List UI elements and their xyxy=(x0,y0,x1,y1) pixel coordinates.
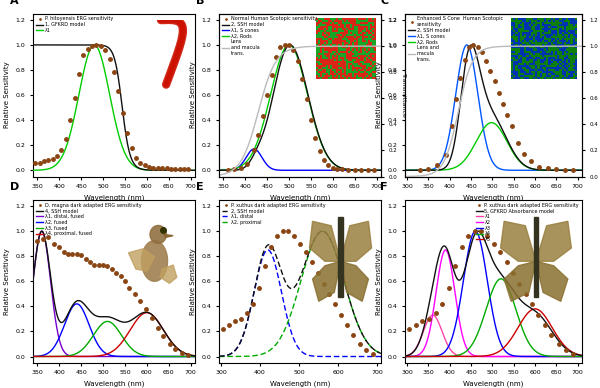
X-axis label: Wavelength (nm): Wavelength (nm) xyxy=(463,381,524,388)
Text: D: D xyxy=(10,182,20,192)
Y-axis label: Relative Sensitivity: Relative Sensitivity xyxy=(4,248,10,315)
Legend: P. xuthus dark adapted ERG sensitivity, 5, GFKRD Absorbance model, λ1, λ2, λ3, λ: P. xuthus dark adapted ERG sensitivity, … xyxy=(475,202,580,242)
Text: B: B xyxy=(196,0,205,6)
Legend: Enhanced S Cone  Human Scotopic
sensitivity, 2, SSH model, λ1, S cones, λ2, Rods: Enhanced S Cone Human Scotopic sensitivi… xyxy=(407,16,503,62)
Y-axis label: Relative Sensitivity: Relative Sensitivity xyxy=(4,62,10,128)
X-axis label: Wavelength (nm): Wavelength (nm) xyxy=(84,381,144,388)
Y-axis label: Relative Sensitivity: Relative Sensitivity xyxy=(190,248,196,315)
Y-axis label: Transmittance: Transmittance xyxy=(401,73,406,118)
Y-axis label: Relative Sensitivity: Relative Sensitivity xyxy=(376,248,382,315)
Text: A: A xyxy=(10,0,19,6)
Text: C: C xyxy=(380,0,388,6)
X-axis label: Wavelength (nm): Wavelength (nm) xyxy=(270,381,330,388)
X-axis label: Wavelength (nm): Wavelength (nm) xyxy=(270,195,330,201)
Y-axis label: Relative Sensitivity: Relative Sensitivity xyxy=(376,62,382,128)
X-axis label: Wavelength (nm): Wavelength (nm) xyxy=(463,195,524,201)
Legend: P. xuthus dark adapted ERG sensitivity, 2, SSH model, λ1, distal, λ2, proximal: P. xuthus dark adapted ERG sensitivity, … xyxy=(221,202,326,225)
Legend: Normal Human Scotopic sensitivity, 2, SSH model, λ1, S cones, λ2, Rods, Lens
and: Normal Human Scotopic sensitivity, 2, SS… xyxy=(221,16,317,57)
Legend: D. magna dark adapted ERG sensitivity, 4, SSH model, λ1, distal, fused, λ2, fuse: D. magna dark adapted ERG sensitivity, 4… xyxy=(35,202,142,237)
Y-axis label: Relative Sensitivity: Relative Sensitivity xyxy=(190,62,196,128)
X-axis label: Wavelength (nm): Wavelength (nm) xyxy=(84,195,144,201)
Text: E: E xyxy=(196,182,204,192)
Text: F: F xyxy=(380,182,388,192)
Legend: P. hitoyensis ERG sensitivity, 1, GFKRD model, λ1: P. hitoyensis ERG sensitivity, 1, GFKRD … xyxy=(35,16,113,33)
